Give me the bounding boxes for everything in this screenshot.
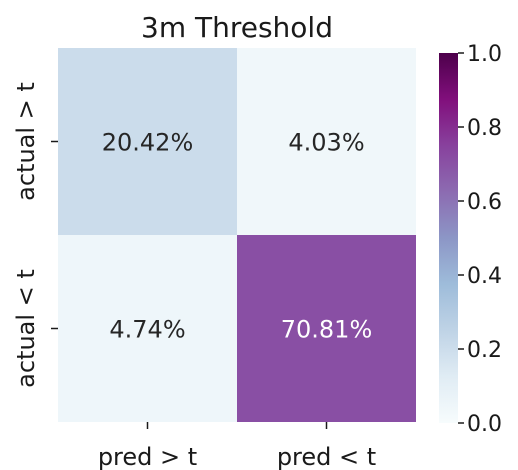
x-tick-label: pred > t: [98, 443, 197, 470]
colorbar-tick-label: 0.4: [467, 264, 502, 289]
colorbar-tick-label: 0.8: [467, 116, 502, 141]
heatmap-cell-r0-c1: [237, 48, 416, 235]
colorbar-tick-label: 0.6: [467, 190, 502, 215]
chart-title: 3m Threshold: [141, 11, 333, 44]
heatmap-cell-r0-c0: [58, 48, 237, 235]
cell-label-r0-c1: 4.03%: [288, 129, 364, 157]
heatmap-cells: [58, 48, 416, 422]
x-tick-label: pred < t: [277, 443, 376, 470]
colorbar: 0.0 0.2 0.4 0.6 0.8 1.0: [439, 42, 502, 437]
y-tick-label: actual < t: [12, 269, 40, 388]
colorbar-tick-label: 1.0: [467, 42, 502, 67]
colorbar-ticks: 0.0 0.2 0.4 0.6 0.8 1.0: [458, 42, 502, 437]
heatmap-cell-r1-c1: [237, 235, 416, 422]
cell-label-r0-c0: 20.42%: [102, 129, 194, 157]
y-tick-label: actual > t: [12, 82, 40, 201]
colorbar-bar: [439, 53, 458, 423]
colorbar-tick-label: 0.2: [467, 338, 502, 363]
cell-label-r1-c1: 70.81%: [281, 316, 373, 344]
cell-label-r1-c0: 4.74%: [109, 316, 185, 344]
x-axis: pred > t pred < t: [98, 422, 376, 470]
colorbar-tick-label: 0.0: [467, 412, 502, 437]
y-axis: actual > t actual < t: [12, 82, 58, 388]
heatmap-cell-r1-c0: [58, 235, 237, 422]
heatmap-cell-labels: 20.42% 4.03% 4.74% 70.81%: [102, 129, 373, 344]
